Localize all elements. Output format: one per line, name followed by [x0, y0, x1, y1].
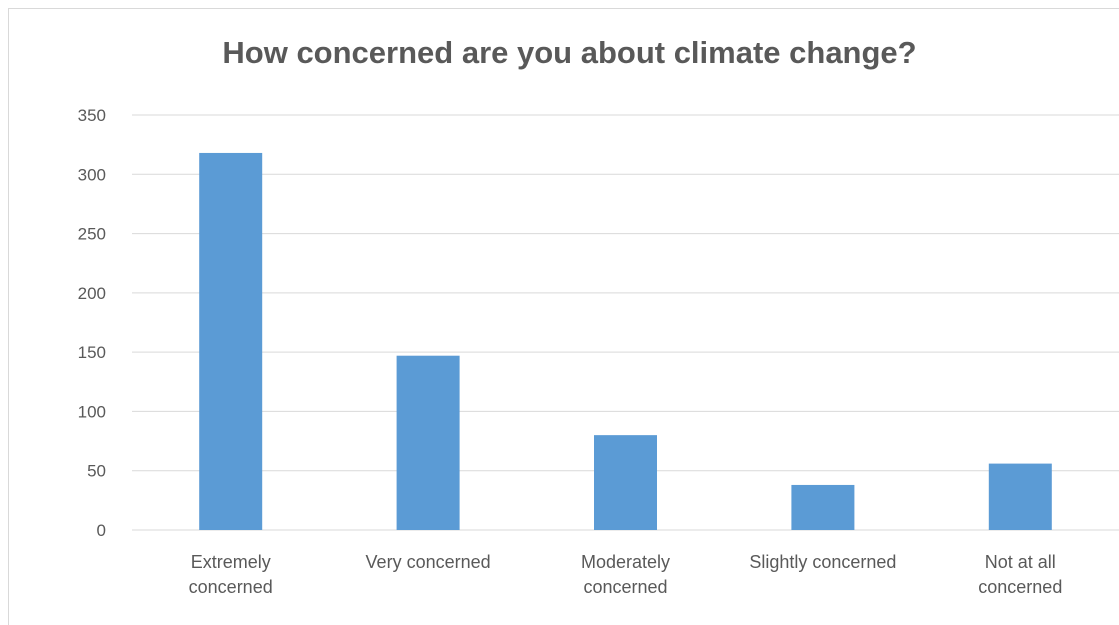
bar-1 — [396, 355, 460, 530]
y-tick-label: 100 — [78, 402, 106, 421]
x-tick-label: Extremely — [191, 552, 271, 572]
bar-4 — [988, 463, 1052, 530]
y-tick-label: 300 — [78, 165, 106, 184]
bar-3 — [791, 484, 855, 530]
bar-2 — [594, 435, 657, 530]
x-tick-label: concerned — [978, 577, 1062, 597]
y-tick-label: 250 — [78, 225, 106, 244]
chart-title: How concerned are you about climate chan… — [222, 35, 917, 70]
x-tick-label: Moderately — [581, 552, 670, 572]
chart-frame — [8, 8, 1119, 625]
y-tick-label: 350 — [78, 106, 106, 125]
x-tick-label: Slightly concerned — [749, 552, 896, 572]
x-tick-label: concerned — [189, 577, 273, 597]
y-tick-label: 50 — [87, 462, 106, 481]
x-tick-label: concerned — [583, 577, 667, 597]
y-tick-label: 150 — [78, 343, 106, 362]
x-tick-label: Not at all — [985, 552, 1056, 572]
y-tick-label: 0 — [97, 521, 106, 540]
y-tick-label: 200 — [78, 284, 106, 303]
bar-0 — [199, 152, 263, 530]
x-tick-label: Very concerned — [366, 552, 491, 572]
